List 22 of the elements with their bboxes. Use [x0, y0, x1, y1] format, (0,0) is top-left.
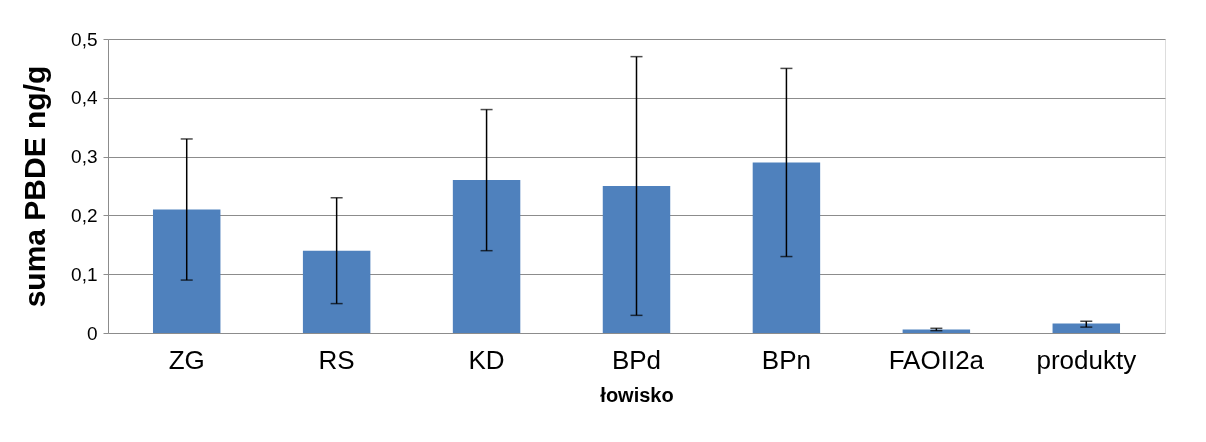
x-axis-title: łowisko [600, 383, 674, 406]
x-tick-label: KD [468, 344, 505, 375]
x-tick-label: produkty [1036, 344, 1137, 375]
y-tick-label: 0,4 [71, 87, 98, 109]
bar [302, 250, 371, 333]
x-tick-label: BPd [611, 344, 662, 375]
y-tick-label: 0 [86, 322, 98, 344]
y-tick-label: 0,2 [71, 204, 98, 226]
x-tick-label: RS [318, 344, 355, 375]
y-tick-label: 0,5 [71, 28, 98, 50]
bar [1052, 323, 1121, 333]
bar [602, 186, 671, 333]
bar [452, 180, 521, 333]
y-axis-title: suma PBDE ng/g [18, 65, 52, 308]
y-tick-label: 0,1 [71, 263, 98, 285]
x-tick-label: BPn [761, 344, 812, 375]
bar [902, 329, 971, 333]
y-tick-label: 0,3 [71, 146, 98, 168]
bar [152, 209, 221, 333]
bar [752, 162, 821, 333]
x-tick-label: FAOII2a [888, 344, 985, 375]
x-tick-label: ZG [168, 344, 205, 375]
